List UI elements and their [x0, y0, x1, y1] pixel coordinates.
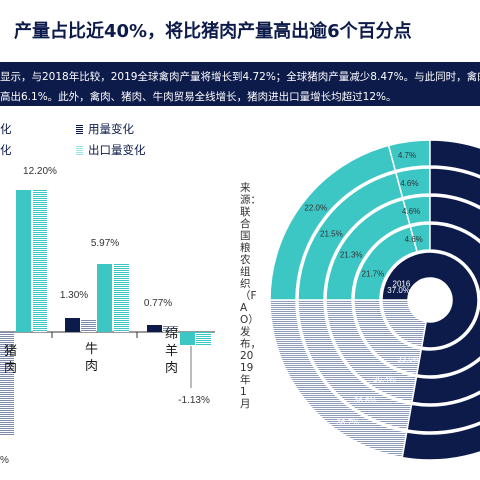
category-label-pork-1: 猪	[4, 344, 17, 359]
legend-item-partial-1: 化	[0, 122, 12, 136]
legend-swatch-export	[76, 145, 83, 155]
bar-beef-export	[97, 264, 112, 332]
ring-data-label: 21.5%	[320, 229, 343, 238]
ring-data-label: 4.6%	[405, 235, 423, 244]
bar-pork-usage	[0, 332, 14, 435]
ring-data-label: 4.6%	[402, 207, 420, 216]
ring-data-label: 4.7%	[398, 151, 416, 160]
summary-line-1: 显示，与2018年比较，2019全球禽肉产量将增长到4.72%；全球猪肉产量减少…	[0, 71, 480, 83]
data-label: 12.20%	[23, 166, 57, 177]
category-label-mutton-3: 肉	[165, 361, 178, 376]
legend-swatch-usage	[76, 124, 83, 134]
ring-data-label: 33.6%	[397, 355, 420, 364]
data-label-partial: %	[0, 455, 9, 466]
ring-data-label: 21.3%	[340, 251, 363, 260]
page-title: 产量占比近40%，将比猪肉产量高出逾6个百分点	[14, 21, 412, 42]
ring-data-label: 22.0%	[304, 203, 327, 212]
ring-3-slice-navy	[411, 195, 480, 405]
ring-data-label: 36.6%	[354, 396, 377, 405]
ring-4-slice-navy	[406, 167, 480, 433]
bar-pork-export	[16, 190, 31, 332]
category-label-pork-2: 肉	[4, 361, 17, 376]
bar-mutton-export-hatched	[196, 332, 211, 345]
data-label: 1.30%	[60, 290, 88, 301]
ring-2-slice-navy	[415, 223, 480, 377]
ring-5-slice-navy	[401, 139, 480, 461]
bar-mutton-usage	[163, 326, 178, 332]
ring-1-slice-navy	[381, 251, 479, 349]
legend-item-partial-2: 化	[0, 143, 12, 157]
category-label-mutton-1: 绵	[165, 327, 178, 342]
bar-mutton-export	[180, 332, 195, 345]
bar-pork-export-hatched	[33, 190, 47, 332]
ring-data-label: 36.7%	[336, 418, 359, 427]
category-label-mutton-2: 羊	[165, 343, 178, 359]
bar-beef-usage	[81, 319, 96, 332]
summary-band	[0, 62, 480, 106]
ring-data-label: 36.4%	[373, 375, 396, 384]
ring-data-label: 4.6%	[400, 179, 418, 188]
data-label: 5.97%	[91, 238, 119, 249]
summary-line-2: 高出6.1%。此外，禽肉、猪肉、牛肉贸易全线增长，猪肉进出口量增长均超过12%。	[0, 91, 397, 103]
legend-item-usage: 用量变化	[88, 122, 134, 136]
data-label: 0.77%	[144, 298, 172, 309]
ring-data-label: 2016	[393, 280, 411, 289]
data-label: -1.13%	[178, 395, 210, 406]
header-bar	[0, 0, 480, 52]
category-label-beef-2: 肉	[85, 359, 98, 374]
source-note: 来源：联合国粮农组织（FAO）发布，2019年1月	[240, 182, 261, 410]
bar-beef-production	[65, 318, 80, 332]
bar-beef-export-hatched	[114, 264, 129, 332]
bar-chart: 12.20% 1.30% 5.97% 0.77% -1.13% % 猪 肉 牛 …	[0, 166, 215, 466]
bar-mutton-production	[147, 325, 162, 332]
legend-item-export: 出口量变化	[88, 143, 146, 157]
category-label-beef-1: 牛	[85, 342, 98, 357]
ring-data-label: 37.0%	[387, 286, 410, 295]
ring-data-label: 21.7%	[362, 269, 385, 278]
